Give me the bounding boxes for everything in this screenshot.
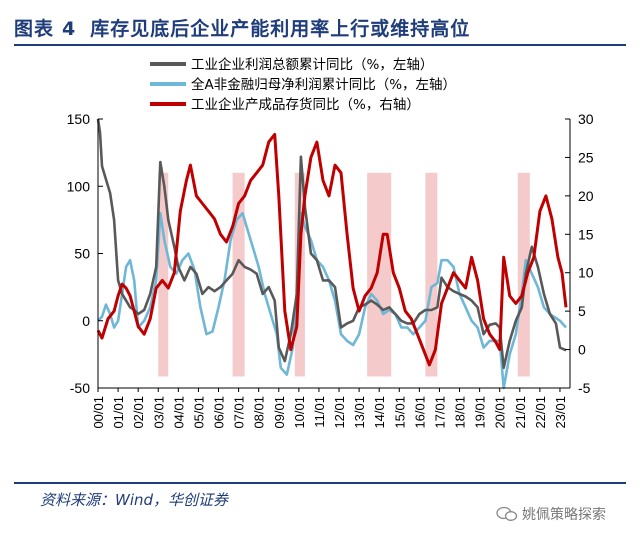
source-rule (14, 482, 626, 484)
legend: 工业企业利润总额累计同比（%，左轴） 全A非金融归母净利润累计同比（%，左轴） … (150, 56, 456, 113)
right-tick-label-6: 0 (578, 342, 586, 358)
series-inventory (96, 132, 568, 367)
x-tick-label-3: 03/01 (151, 396, 166, 429)
figure-title-text: 库存见底后企业产能利用率上行或维持高位 (90, 18, 471, 40)
left-axis-ticks: 150 100 50 0 -50 (67, 111, 103, 396)
legend-label-inventory: 工业企业产成品存货同比（%，右轴） (191, 96, 420, 113)
x-tick-label-17: 17/01 (432, 396, 447, 429)
x-tick-label-6: 06/01 (212, 396, 227, 429)
x-tick-label-20: 20/01 (493, 396, 508, 429)
figure-title: 图表 4 库存见底后企业产能利用率上行或维持高位 (14, 14, 470, 41)
x-tick-label-9: 09/01 (272, 396, 287, 429)
right-tick-label-2: 20 (578, 188, 594, 204)
shaded-period-0 (158, 172, 169, 377)
x-tick-label-16: 16/01 (412, 396, 427, 429)
watermark: 姚佩策略探索 (496, 504, 606, 524)
x-tick-label-4: 04/01 (171, 396, 186, 429)
x-tick-label-18: 18/01 (453, 396, 468, 429)
right-tick-label-7: -5 (578, 380, 591, 396)
x-tick-label-13: 13/01 (352, 396, 367, 429)
figure-label: 图表 (14, 18, 55, 40)
left-tick-label-3: 0 (82, 313, 90, 329)
x-tick-label-5: 05/01 (191, 396, 206, 429)
left-tick-label-4: -50 (70, 380, 90, 396)
left-tick-label-2: 50 (74, 246, 90, 262)
watermark-text: 姚佩策略探索 (522, 507, 606, 523)
right-tick-label-4: 10 (578, 265, 594, 281)
legend-label-a-share-nonfin: 全A非金融归母净利润累计同比（%，左轴） (191, 76, 456, 93)
source-note: 资料来源：Wind，华创证券 (40, 491, 229, 509)
shaded-period-3 (367, 172, 392, 377)
left-tick-label-0: 150 (67, 111, 91, 127)
series-lines (96, 118, 568, 390)
legend-label-profit-total: 工业企业利润总额累计同比（%，左轴） (191, 56, 433, 73)
right-tick-label-1: 25 (578, 149, 594, 165)
x-tick-label-2: 02/01 (131, 396, 146, 429)
wechat-icon (496, 506, 518, 521)
x-tick-label-7: 07/01 (232, 396, 247, 429)
x-axis-ticks: 00/01 01/01 02/01 03/01 04/01 05/01 06/01 07/01… (91, 388, 568, 429)
series-a-share-nonfin (97, 211, 567, 390)
x-tick-label-19: 19/01 (473, 396, 488, 429)
right-tick-label-5: 5 (578, 303, 586, 319)
title-rule (14, 44, 626, 46)
right-tick-label-0: 30 (578, 111, 594, 127)
x-tick-label-22: 22/01 (533, 396, 548, 429)
x-tick-label-12: 12/01 (332, 396, 347, 429)
x-tick-label-14: 14/01 (372, 396, 387, 429)
x-tick-label-21: 21/01 (513, 396, 528, 429)
x-tick-label-1: 01/01 (111, 396, 126, 429)
shaded-period-4 (425, 172, 438, 377)
x-tick-label-23: 23/01 (553, 396, 568, 429)
x-tick-label-15: 15/01 (392, 396, 407, 429)
left-tick-label-1: 100 (67, 178, 91, 194)
x-tick-label-0: 00/01 (91, 396, 106, 429)
figure-number: 4 (62, 18, 77, 40)
x-tick-label-10: 10/01 (292, 396, 307, 429)
x-tick-label-11: 11/01 (312, 396, 327, 428)
right-axis-ticks: 30 25 20 15 10 5 0 -5 (565, 111, 594, 396)
right-tick-label-3: 15 (578, 226, 594, 242)
x-tick-label-8: 08/01 (252, 396, 267, 429)
